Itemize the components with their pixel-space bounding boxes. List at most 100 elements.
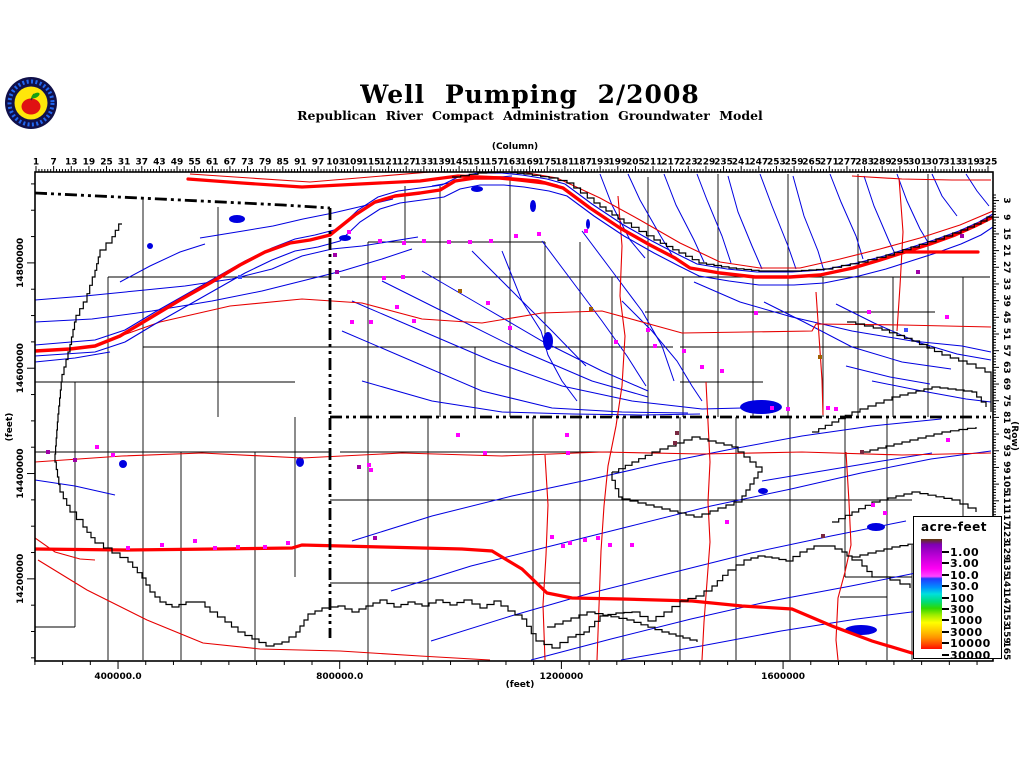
republican-river: [35, 176, 993, 353]
legend-value: 300: [950, 603, 975, 616]
tick-label: 139: [432, 158, 451, 168]
tick-label: 135: [1001, 558, 1011, 577]
tick-label: 307: [926, 158, 945, 168]
legend-tick: [942, 630, 949, 633]
tick-label: 169: [520, 158, 539, 168]
tick-label: 111: [1001, 491, 1011, 510]
legend-entry: 3000: [942, 621, 983, 639]
legend-tick: [942, 608, 949, 610]
legend-entry: 300: [942, 598, 974, 616]
tick-label: 14800000: [16, 238, 26, 288]
tick-label: 157: [485, 158, 504, 168]
tick-label: 14200000: [16, 554, 26, 604]
bottom-axis-title: (feet): [506, 680, 535, 690]
tick-label: 145: [450, 158, 469, 168]
legend-tick: [942, 562, 949, 565]
legend-value: 30.0: [950, 580, 980, 594]
well-markers: [46, 229, 964, 550]
tick-label: 319: [961, 158, 980, 168]
tick-label: 115: [362, 158, 381, 168]
tick-label: 67: [224, 158, 237, 168]
tick-label: 127: [397, 158, 416, 168]
tick-label: 163: [503, 158, 522, 168]
legend-entry: 1.00: [942, 541, 979, 559]
tick-label: 229: [697, 158, 716, 168]
legend-entry: 1000: [942, 609, 983, 627]
logo-text-ring: [7, 79, 55, 127]
tick-label: 301: [908, 158, 927, 168]
tick-label: 79: [259, 158, 272, 168]
tick-label: 175: [538, 158, 557, 168]
tick-label: 97: [312, 158, 325, 168]
tick-label: 253: [767, 158, 786, 168]
tick-label: 205: [626, 158, 645, 168]
tick-label: 37: [136, 158, 149, 168]
axis-layers: 1 7 13 19 25 31 37 43 49 55 61 67 73 79 85 91 97 10310911…: [16, 158, 1011, 683]
legend-value: 30000: [950, 648, 991, 662]
tick-label: 93: [1001, 444, 1011, 457]
legend-entry: 10000: [942, 632, 991, 650]
tick-label: 105: [1001, 475, 1011, 494]
tick-label: 800000.0: [316, 672, 363, 682]
legend-entry: 30000: [942, 644, 991, 662]
tick-label: 241: [732, 158, 751, 168]
legend-entry: 30.0: [942, 575, 979, 593]
legend-value: 100: [950, 591, 975, 605]
tick-label: 91: [294, 158, 307, 168]
tick-label: 235: [714, 158, 733, 168]
tick-label: 75: [1001, 394, 1011, 407]
tick-label: 141: [1001, 575, 1011, 594]
tick-label: 21: [1001, 244, 1011, 257]
tick-label: 69: [1001, 378, 1011, 391]
tick-label: 9: [1001, 214, 1011, 220]
legend-tick: [942, 653, 949, 656]
tick-label: 45: [1001, 311, 1011, 324]
logo-graphic: [5, 77, 57, 129]
legend-value: 1000: [950, 614, 983, 628]
tick-label: 13: [65, 158, 78, 168]
legend-tick: [942, 573, 949, 576]
tick-label: 313: [943, 158, 962, 168]
tick-label: 51: [1001, 328, 1011, 341]
tick-label: 247: [749, 158, 768, 168]
page-title: Well Pumping 2/2008: [360, 80, 700, 109]
plot-frame: [34, 171, 994, 662]
legend-colorbar: [921, 539, 942, 649]
tick-label: 49: [171, 158, 184, 168]
tick-label: 15: [1001, 228, 1011, 241]
tick-label: 129: [1001, 541, 1011, 560]
legend-value: 10000: [950, 637, 991, 651]
legend-tick: [942, 596, 949, 599]
tick-label: 271: [820, 158, 839, 168]
tick-label: 14600000: [16, 343, 26, 393]
tick-label: 27: [1001, 261, 1011, 274]
tick-label: 165: [1001, 642, 1011, 661]
tick-label: 25: [100, 158, 113, 168]
legend-tick: [942, 551, 949, 553]
tick-label: 277: [838, 158, 857, 168]
tick-label: 117: [1001, 508, 1011, 527]
legend-entry: 3.00: [942, 552, 979, 570]
tick-label: 400000.0: [94, 672, 141, 682]
tick-label: 61: [206, 158, 219, 168]
tick-label: 14400000: [16, 448, 26, 498]
left-axis-title: (feet): [5, 413, 15, 442]
tick-label: 295: [890, 158, 909, 168]
tick-label: 147: [1001, 591, 1011, 610]
legend-title: acre-feet: [921, 520, 987, 534]
tick-label: 103: [326, 158, 345, 168]
legend-entry: 100: [942, 587, 974, 605]
tick-label: 153: [1001, 608, 1011, 627]
page-subtitle: Republican River Compact Administration …: [297, 108, 763, 123]
map-layers: [35, 172, 993, 661]
tick-label: 123: [1001, 525, 1011, 544]
tick-label: 19: [83, 158, 96, 168]
tick-label: 31: [118, 158, 131, 168]
tick-label: 73: [241, 158, 254, 168]
legend-tick: [942, 642, 949, 645]
column-axis-title: (Column): [492, 142, 538, 152]
legend-value: 3000: [950, 625, 983, 639]
tick-label: 57: [1001, 344, 1011, 357]
tick-label: 159: [1001, 625, 1011, 644]
tick-label: 259: [785, 158, 804, 168]
